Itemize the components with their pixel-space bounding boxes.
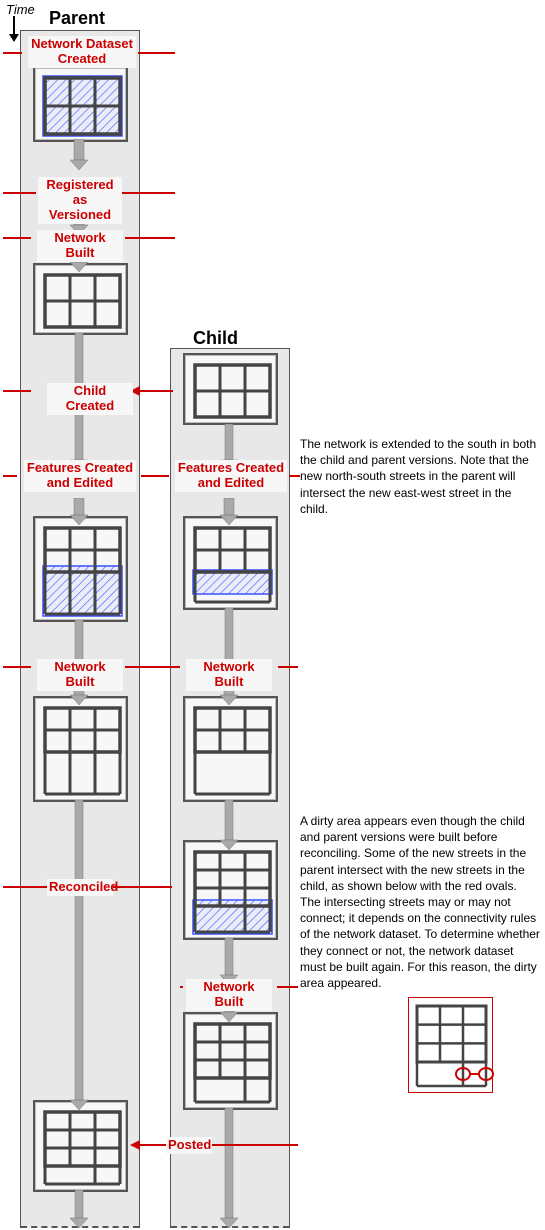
step-label: Network Built <box>186 659 272 691</box>
step-box <box>33 1100 128 1192</box>
step-label: Features Createdand Edited <box>24 460 136 492</box>
step-label: Network Built <box>186 979 272 1011</box>
step-box <box>33 696 128 802</box>
explanation-text: A dirty area appears even though the chi… <box>300 813 540 991</box>
step-box <box>183 696 278 802</box>
step-box <box>183 840 278 940</box>
inset-diagram <box>408 997 493 1093</box>
step-box <box>33 66 128 142</box>
step-label: Reconciled <box>47 879 113 896</box>
explanation-text: The network is extended to the south in … <box>300 436 540 517</box>
step-box <box>183 353 278 425</box>
step-box <box>33 516 128 622</box>
step-label: Posted <box>166 1137 212 1154</box>
step-label: Features Createdand Edited <box>175 460 287 492</box>
step-label: Registered asVersioned <box>38 177 122 224</box>
step-label: Child Created <box>47 383 133 415</box>
step-box <box>183 1012 278 1110</box>
step-label: Network DatasetCreated <box>28 36 136 68</box>
step-box <box>183 516 278 610</box>
step-label: Network Built <box>37 659 123 691</box>
step-label: Network Built <box>37 230 123 262</box>
